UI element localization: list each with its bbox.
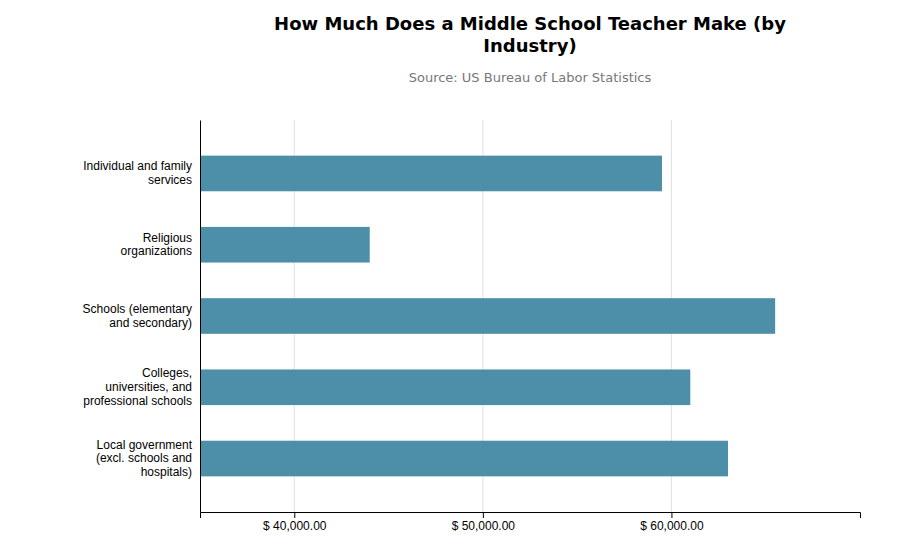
- bar: [200, 369, 690, 405]
- text-line: Local government: [97, 438, 193, 452]
- x-tick-mark: [483, 512, 484, 518]
- title-line: How Much Does a Middle School Teacher Ma…: [274, 13, 786, 34]
- x-tick-label: $ 50,000.00: [452, 519, 516, 533]
- text-line: Schools (elementary: [83, 302, 192, 316]
- bar: [200, 298, 775, 334]
- text-line: services: [148, 173, 192, 187]
- bar: [200, 156, 662, 192]
- bar: [200, 227, 370, 263]
- text-line: (excl. schools and: [96, 451, 192, 465]
- x-tick: $ 50,000.00: [452, 512, 516, 533]
- y-axis: Local government(excl. schools andhospit…: [83, 121, 201, 513]
- y-tick: Individual and familyservices: [83, 159, 192, 187]
- x-tick-mark: [671, 512, 672, 518]
- title: How Much Does a Middle School Teacher Ma…: [274, 13, 786, 56]
- text-line: hospitals): [141, 465, 192, 479]
- y-tick: Local government(excl. schools andhospit…: [96, 438, 193, 480]
- subtitle: Source: US Bureau of Labor Statistics: [409, 70, 652, 85]
- title-line: Industry): [483, 35, 576, 56]
- x-tick-label: $ 60,000.00: [640, 519, 704, 533]
- bars: [200, 156, 775, 477]
- bar: [200, 441, 728, 477]
- y-tick: Religiousorganizations: [121, 231, 192, 259]
- x-tick-label: $ 40,000.00: [263, 519, 327, 533]
- y-tick: Schools (elementaryand secondary): [83, 302, 192, 330]
- x-axis: $ 40,000.00 $ 50,000.00 $ 60,000.00: [201, 512, 861, 533]
- text-line: Colleges,: [142, 366, 192, 380]
- y-tick-label: Local government(excl. schools andhospit…: [96, 438, 193, 480]
- text-line: universities, and: [105, 380, 192, 394]
- y-tick-label: Religiousorganizations: [121, 231, 192, 259]
- y-tick-label: Colleges,universities, andprofessional s…: [83, 366, 192, 408]
- y-tick: Colleges,universities, andprofessional s…: [83, 366, 192, 408]
- x-axis-line: [201, 513, 861, 519]
- text-line: organizations: [121, 244, 192, 258]
- x-tick-mark: [294, 512, 295, 518]
- chart: How Much Does a Middle School Teacher Ma…: [0, 0, 900, 557]
- y-tick-label: Individual and familyservices: [83, 159, 192, 187]
- text-line: Religious: [143, 231, 192, 245]
- plot: $ 40,000.00 $ 50,000.00 $ 60,000.00 Local g…: [0, 120, 861, 533]
- y-axis-line: [200, 121, 201, 513]
- text-line: Individual and family: [83, 159, 192, 173]
- x-tick: $ 40,000.00: [263, 512, 327, 533]
- y-tick-label: Schools (elementaryand secondary): [83, 302, 192, 330]
- x-tick: $ 60,000.00: [640, 512, 704, 533]
- text-line: professional schools: [83, 394, 192, 408]
- text-line: and secondary): [109, 316, 192, 330]
